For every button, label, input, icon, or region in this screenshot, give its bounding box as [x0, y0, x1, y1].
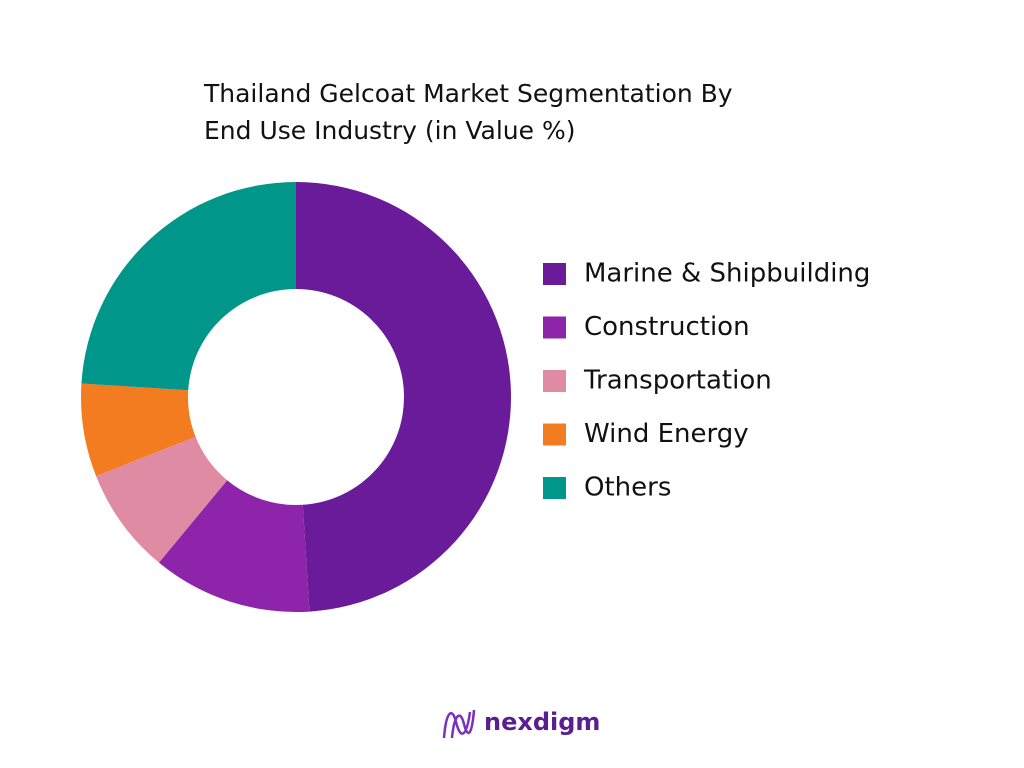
legend-swatch: [543, 423, 566, 446]
brand-name: nexdigm: [484, 708, 600, 736]
legend-label: Wind Energy: [584, 419, 749, 449]
donut-slice: [80, 383, 196, 477]
legend-label: Construction: [584, 312, 750, 342]
donut-slice: [81, 182, 296, 391]
legend-label: Transportation: [583, 366, 772, 396]
legend-swatch: [543, 477, 566, 499]
donut-slice: [296, 182, 512, 612]
chart-title: Thailand Gelcoat Market Segmentation By: [203, 79, 733, 108]
legend-swatch: [543, 316, 566, 339]
logo-icon: [442, 709, 476, 739]
donut-slice: [96, 436, 228, 563]
donut-slice: [158, 480, 310, 612]
logo: nexdigm: [442, 708, 600, 739]
legend-swatch: [543, 370, 566, 392]
chart-title: End Use Industry (in Value %): [204, 116, 575, 145]
legend-swatch: [543, 263, 566, 285]
legend-label: Marine & Shipbuilding: [584, 259, 870, 289]
legend-label: Others: [584, 473, 671, 503]
